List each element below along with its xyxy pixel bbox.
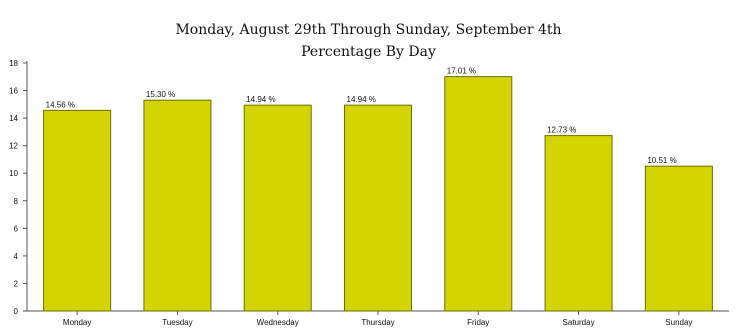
bar <box>444 76 513 312</box>
y-tick-label: 8 <box>14 197 19 206</box>
data-label: 14.94 % <box>347 95 376 104</box>
x-tick-label: Sunday <box>665 318 692 327</box>
bar <box>544 135 613 312</box>
bar <box>143 99 212 312</box>
y-tick-label: 2 <box>14 279 19 288</box>
bar <box>644 165 713 312</box>
y-tick-label: 12 <box>9 142 18 151</box>
bar <box>243 104 312 312</box>
bar <box>43 109 112 312</box>
data-label: 14.94 % <box>246 95 275 104</box>
data-label: 10.51 % <box>647 156 676 165</box>
bar <box>344 104 412 312</box>
data-label: 15.30 % <box>146 90 175 99</box>
chart-title: Monday, August 29th Through Sunday, Sept… <box>175 22 562 38</box>
y-tick-label: 18 <box>9 59 18 68</box>
chart-subtitle: Percentage By Day <box>301 44 436 60</box>
x-tick-label: Saturday <box>563 318 595 327</box>
data-label: 12.73 % <box>547 126 576 135</box>
x-tick-label: Tuesday <box>162 318 192 327</box>
y-tick-label: 0 <box>14 307 19 316</box>
x-tick-label: Thursday <box>361 318 394 327</box>
x-tick-label: Monday <box>63 318 91 327</box>
y-tick-label: 6 <box>14 224 19 233</box>
y-tick-label: 4 <box>14 252 19 261</box>
x-tick-label: Wednesday <box>257 318 299 327</box>
x-tick-label: Friday <box>467 318 489 327</box>
data-label: 14.56 % <box>46 100 75 109</box>
y-tick-label: 14 <box>9 114 18 123</box>
y-tick-label: 10 <box>9 169 18 178</box>
data-label: 17.01 % <box>447 67 476 76</box>
y-tick-label: 16 <box>9 87 18 96</box>
